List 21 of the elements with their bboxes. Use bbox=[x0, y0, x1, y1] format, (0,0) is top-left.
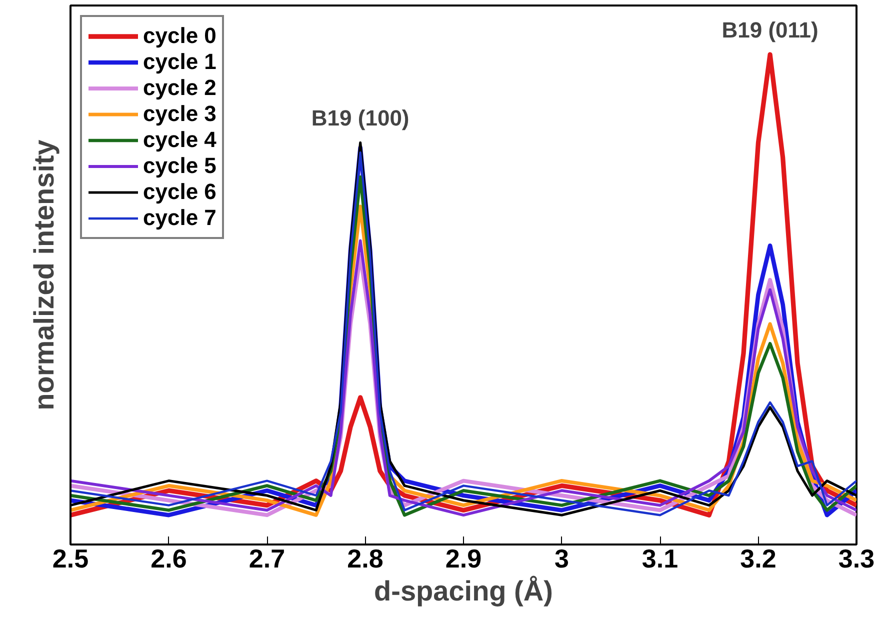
x-tick-label: 3.2 bbox=[740, 544, 776, 574]
y-axis-title: normalized intensity bbox=[28, 139, 60, 410]
legend-label: cycle 0 bbox=[143, 23, 216, 49]
x-axis-title: d-spacing (Å) bbox=[374, 576, 553, 606]
x-tick-label: 3.1 bbox=[642, 544, 678, 574]
x-tick-label: 3.3 bbox=[838, 544, 875, 574]
legend-label: cycle 6 bbox=[143, 179, 216, 205]
annotation: B19 (011) bbox=[722, 18, 818, 42]
x-tick-label: 2.9 bbox=[445, 544, 482, 574]
legend-label: cycle 7 bbox=[143, 205, 216, 231]
x-tick-label: 2.6 bbox=[150, 544, 187, 574]
x-tick-label: 2.5 bbox=[52, 544, 89, 574]
legend-label: cycle 3 bbox=[143, 101, 216, 127]
annotation: B19 (100) bbox=[311, 106, 410, 131]
legend-label: cycle 5 bbox=[143, 153, 216, 179]
x-tick-label: 2.7 bbox=[248, 544, 286, 574]
legend-label: cycle 4 bbox=[143, 127, 216, 153]
x-tick-label: 2.8 bbox=[347, 544, 384, 574]
x-tick-label: 3 bbox=[554, 544, 569, 574]
legend-label: cycle 2 bbox=[143, 75, 216, 101]
legend-label: cycle 1 bbox=[143, 49, 216, 75]
